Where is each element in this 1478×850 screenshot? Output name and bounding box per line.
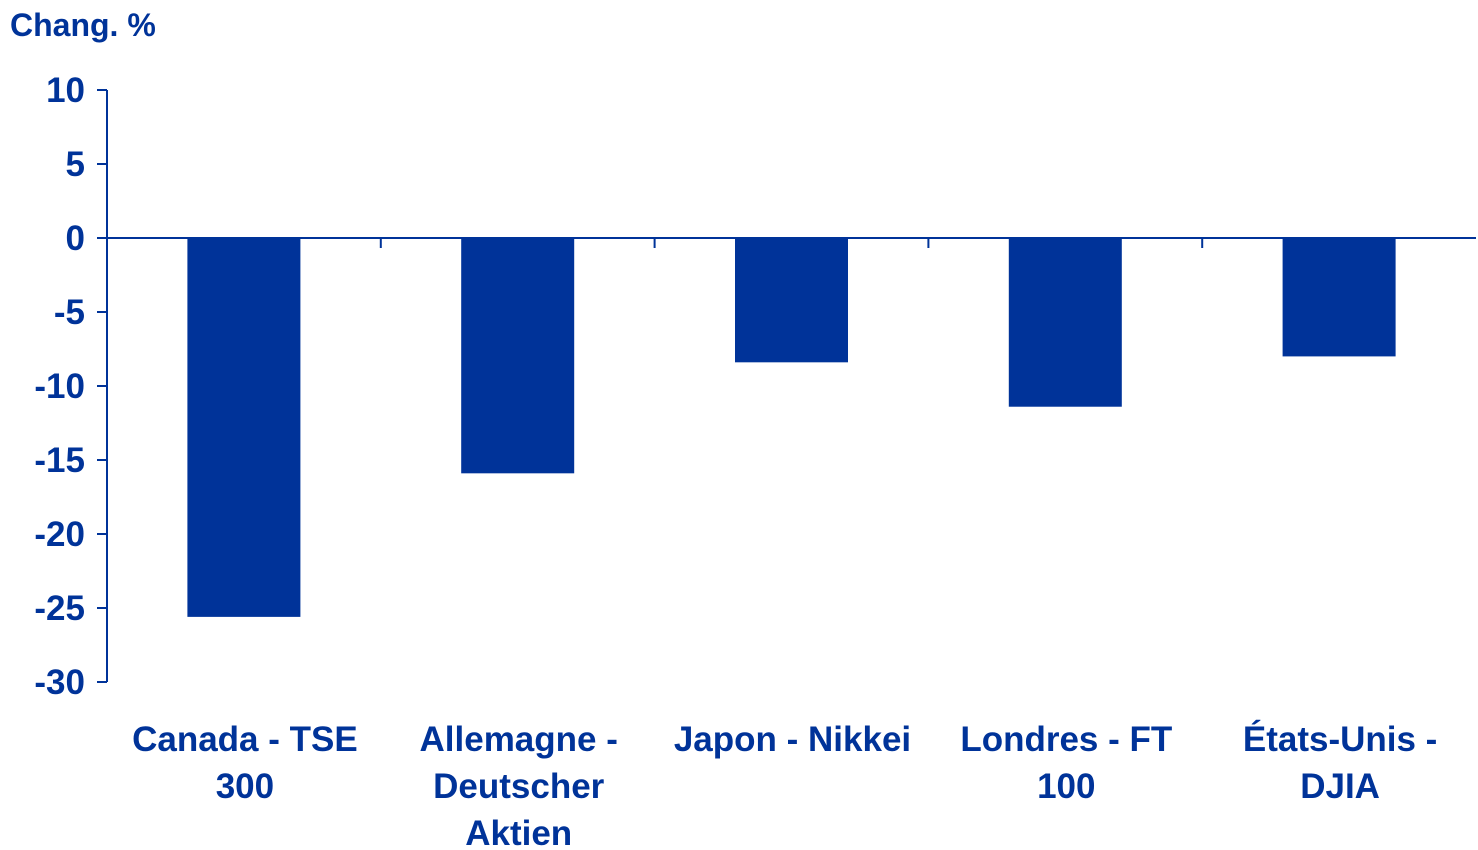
y-tick-label: -30 xyxy=(34,663,85,702)
x-category-label: DJIA xyxy=(1300,767,1380,806)
y-tick-label: 10 xyxy=(46,71,85,110)
x-category-label: Allemagne - xyxy=(420,720,618,759)
y-tick-label: 5 xyxy=(66,145,85,184)
category-labels: Canada - TSE 300 Allemagne - Deutscher Aktie… xyxy=(132,719,1437,850)
x-category-label: États-Unis - xyxy=(1243,719,1437,759)
y-axis: 10 5 0 -5 -10 -15 -20 -25 -30 xyxy=(34,71,108,702)
y-tick-label: -25 xyxy=(34,589,85,628)
x-category-label: Aktien xyxy=(465,814,572,850)
x-category-label: 100 xyxy=(1037,767,1095,806)
x-category-label: Japon - Nikkei xyxy=(674,720,911,759)
bar xyxy=(735,238,848,363)
bar xyxy=(1008,238,1122,407)
y-tick-label: -20 xyxy=(34,515,85,554)
x-category-label: Canada - TSE xyxy=(132,720,358,759)
y-tick-label: -5 xyxy=(54,293,85,332)
y-tick-label: -10 xyxy=(34,367,85,406)
bar xyxy=(1282,238,1396,357)
y-tick-label: -15 xyxy=(34,441,85,480)
bar xyxy=(187,238,301,617)
bars xyxy=(187,238,1396,617)
y-axis-label: Chang. % xyxy=(10,7,156,43)
bar xyxy=(461,238,575,474)
x-category-label: Londres - FT xyxy=(960,720,1172,759)
y-tick-label: 0 xyxy=(66,219,85,258)
x-category-label: Deutscher xyxy=(433,767,605,806)
x-category-label: 300 xyxy=(216,767,274,806)
